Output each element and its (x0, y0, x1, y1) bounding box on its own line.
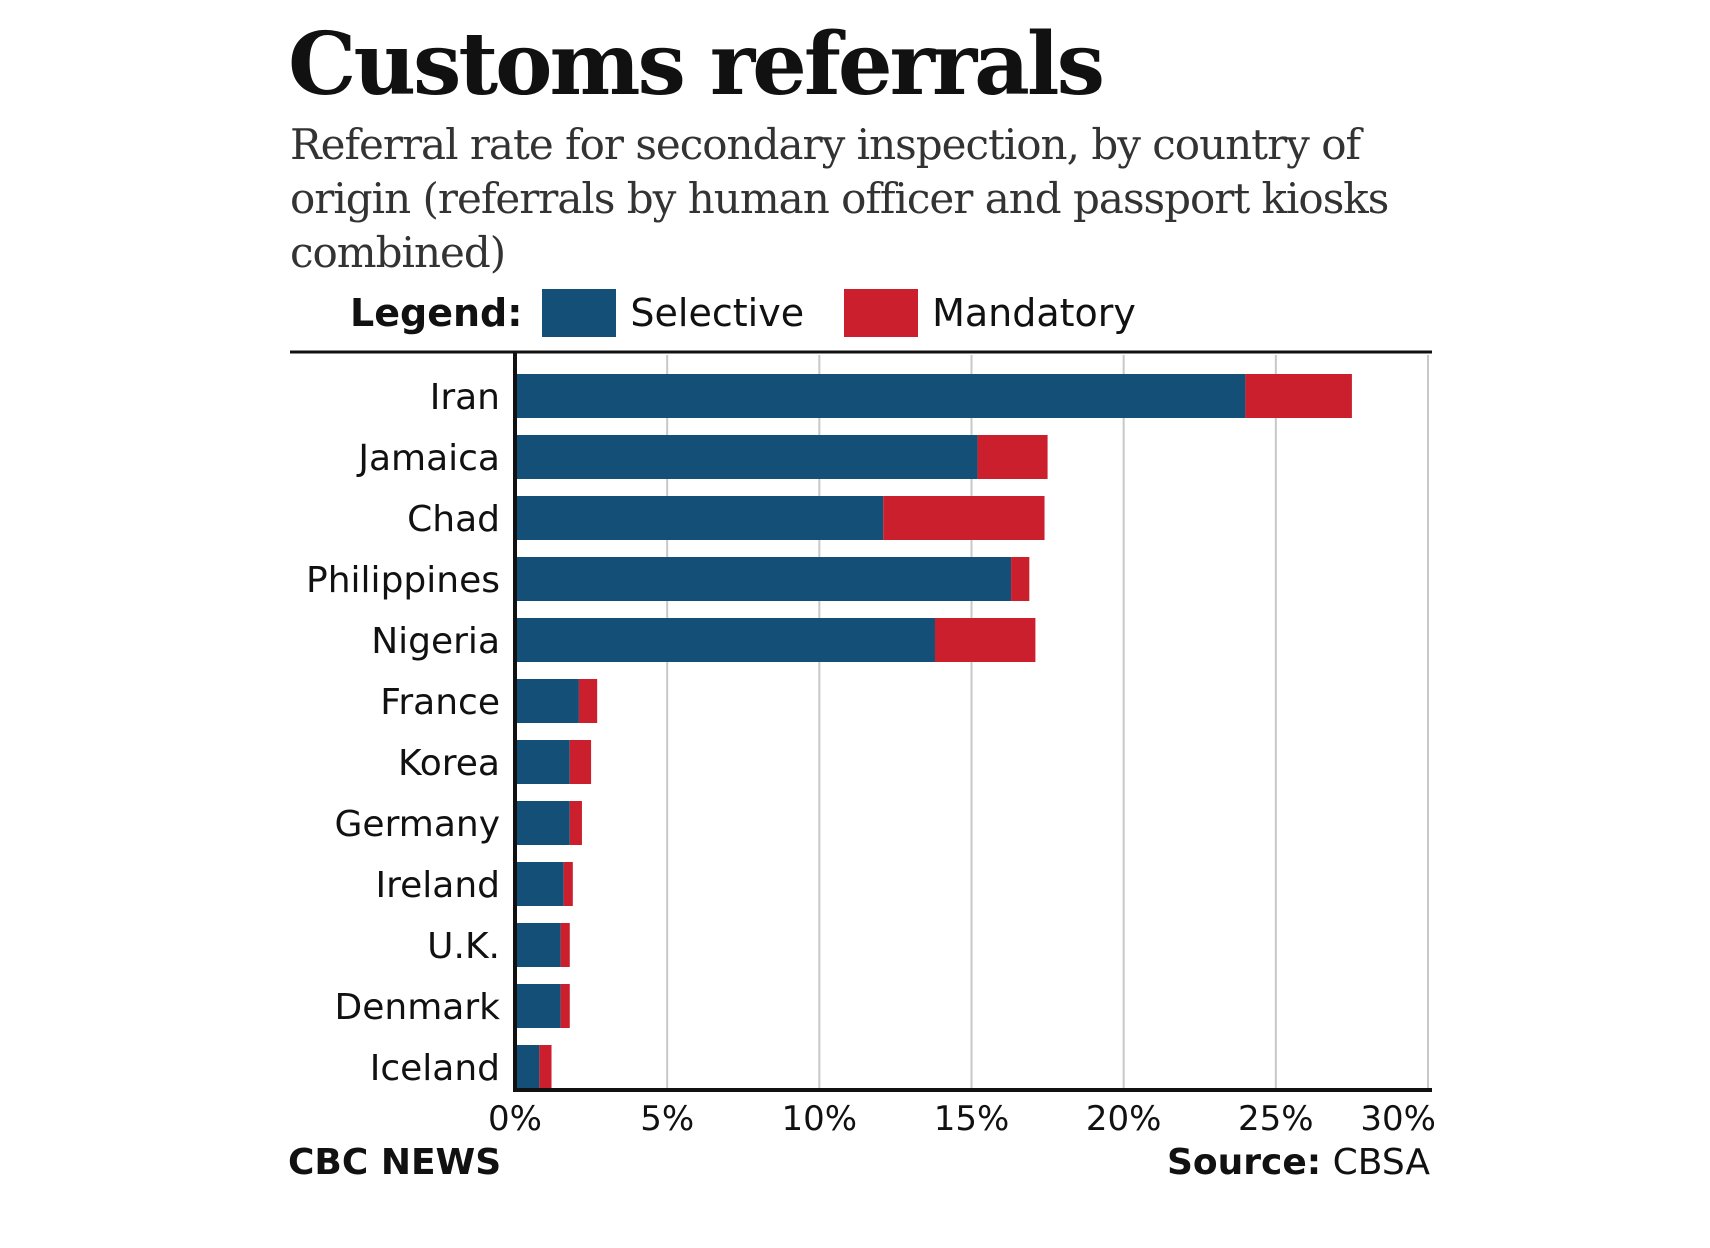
bar-selective (515, 862, 564, 906)
x-tick-label: 30% (1360, 1099, 1436, 1139)
category-label: Chad (407, 499, 500, 540)
bar-selective (515, 618, 935, 662)
bar-selective (515, 984, 561, 1028)
bar-selective (515, 496, 884, 540)
bar-mandatory (1011, 557, 1030, 601)
bars (515, 374, 1352, 1089)
bar-selective (515, 1045, 540, 1089)
x-tick-label: 0% (488, 1099, 542, 1139)
bar-mandatory (563, 862, 573, 906)
x-tick-label: 5% (640, 1099, 694, 1139)
bar-selective (515, 435, 978, 479)
legend-label-selective: Selective (630, 291, 805, 335)
chart-title: Customs referrals (288, 14, 1105, 115)
category-label: Iran (430, 377, 500, 418)
category-label: France (380, 682, 500, 723)
x-tick-label: 20% (1086, 1099, 1162, 1139)
legend-swatch-selective (542, 289, 617, 337)
bar-selective (515, 557, 1012, 601)
legend-swatch-mandatory (844, 289, 919, 337)
category-label: Germany (335, 804, 500, 845)
x-tick-labels: 0% 5% 10% 15% 20% 25% 30% (488, 1099, 1436, 1139)
category-label: Nigeria (371, 621, 500, 662)
category-label: U.K. (427, 926, 500, 967)
bar-mandatory (578, 679, 598, 723)
source-label: Source: (1166, 1142, 1322, 1183)
bar-mandatory (560, 923, 570, 967)
category-label: Denmark (335, 987, 501, 1028)
bar-mandatory (977, 435, 1048, 479)
bar-selective (515, 374, 1246, 418)
category-label: Korea (398, 743, 500, 784)
bar-mandatory (883, 496, 1045, 540)
legend-label-mandatory: Mandatory (932, 291, 1136, 335)
x-tick-label: 10% (782, 1099, 858, 1139)
source-credit: Source: CBSA (1167, 1142, 1430, 1183)
x-tick-label: 25% (1238, 1099, 1314, 1139)
category-label: Iceland (370, 1048, 500, 1089)
bar-mandatory (560, 984, 570, 1028)
bar-selective (515, 740, 570, 784)
bar-mandatory (569, 740, 592, 784)
chart-subtitle: Referral rate for secondary inspection, … (290, 120, 1389, 277)
legend-title: Legend: (350, 291, 523, 335)
bar-mandatory (569, 801, 582, 845)
bar-selective (515, 923, 561, 967)
bar-selective (515, 679, 579, 723)
bar-mandatory (934, 618, 1036, 662)
bar-mandatory (1245, 374, 1352, 418)
legend: Legend: Selective Mandatory (350, 288, 1176, 338)
category-labels: Iran Jamaica Chad Philippines Nigeria France K… (306, 377, 500, 1089)
source-value: CBSA (1332, 1142, 1430, 1183)
category-label: Ireland (375, 865, 500, 906)
brand-label: CBC NEWS (288, 1142, 502, 1183)
bar-selective (515, 801, 570, 845)
bar-mandatory (539, 1045, 552, 1089)
category-label: Jamaica (356, 438, 500, 479)
x-tick-label: 15% (934, 1099, 1010, 1139)
axes (290, 350, 1432, 1092)
category-label: Philippines (306, 560, 500, 601)
